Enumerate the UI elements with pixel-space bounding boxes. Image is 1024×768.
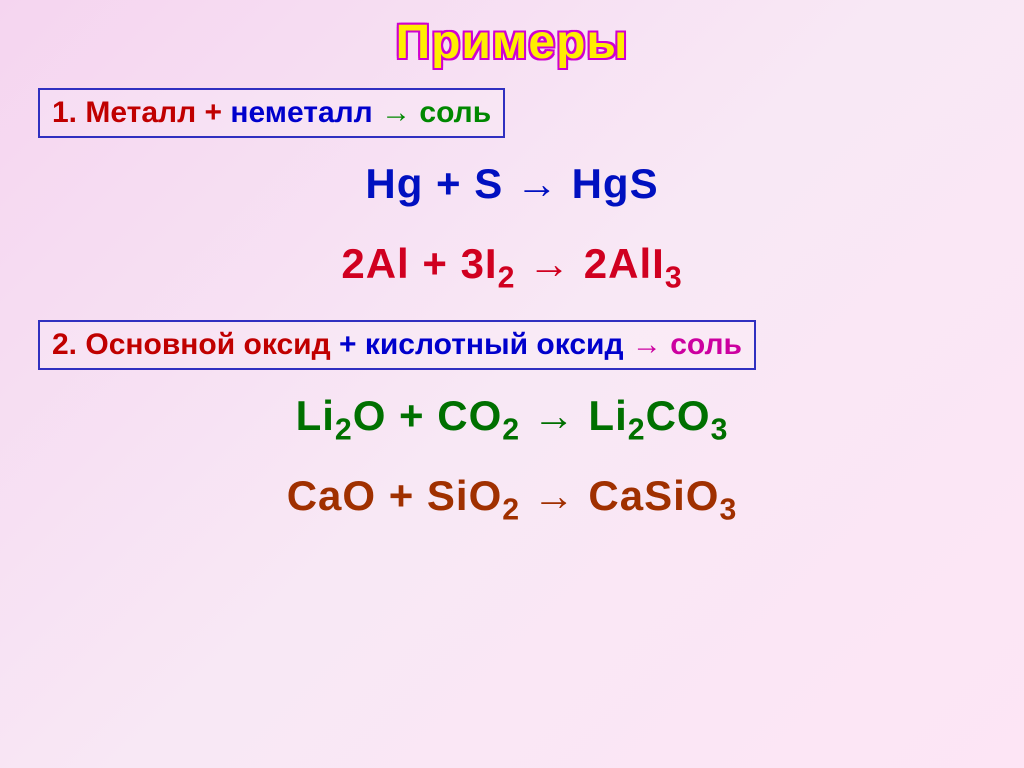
rule-2-number: 2. [52,328,77,361]
eq3-s1: 2 [335,413,353,446]
eq3-d: CO [646,392,711,439]
eq2-sub-2: 3 [665,261,683,294]
eq2-sub-1: 2 [498,261,516,294]
eq3-a: Li [296,392,335,439]
page-title: Примеры [30,15,994,70]
eq4-a: CaO + SiO [287,472,503,519]
eq2-part-a: 2Al + 3I [341,240,497,287]
rule-1-arrow: → [373,96,420,129]
rule-2-basic-oxide: Основной оксид [85,328,330,361]
eq3-b: O + CO [353,392,503,439]
rule-1-number: 1. [52,96,77,129]
equation-3: Li2O + CO2 → Li2CO3 [30,392,994,440]
rule-2-plus: + [331,328,365,361]
eq4-b: → CaSiO [520,472,719,519]
rule-2-box: 2. Основной оксид + кислотный оксид → со… [38,320,756,370]
eq3-s4: 3 [711,413,729,446]
eq3-c: → Li [520,392,628,439]
rule-1-plus: + [196,96,230,129]
rule-2-arrow: → [624,328,671,361]
eq3-s2: 2 [502,413,520,446]
rule-1-box: 1. Металл + неметалл → соль [38,88,505,138]
eq3-s3: 2 [628,413,646,446]
equation-2: 2Al + 3I2 → 2AlI3 [30,240,994,288]
equation-4: CaO + SiO2 → CaSiO3 [30,472,994,520]
rule-2-salt: соль [670,328,742,361]
rule-2-acid-oxide: кислотный оксид [365,328,624,361]
equation-1: Hg + S → HgS [30,160,994,208]
rule-1-metal: Металл [85,96,196,129]
rule-1-salt: соль [419,96,491,129]
eq4-s1: 2 [502,493,520,526]
eq4-s2: 3 [719,493,737,526]
eq2-part-b: → 2AlI [515,240,664,287]
rule-1-nonmetal: неметалл [230,96,372,129]
